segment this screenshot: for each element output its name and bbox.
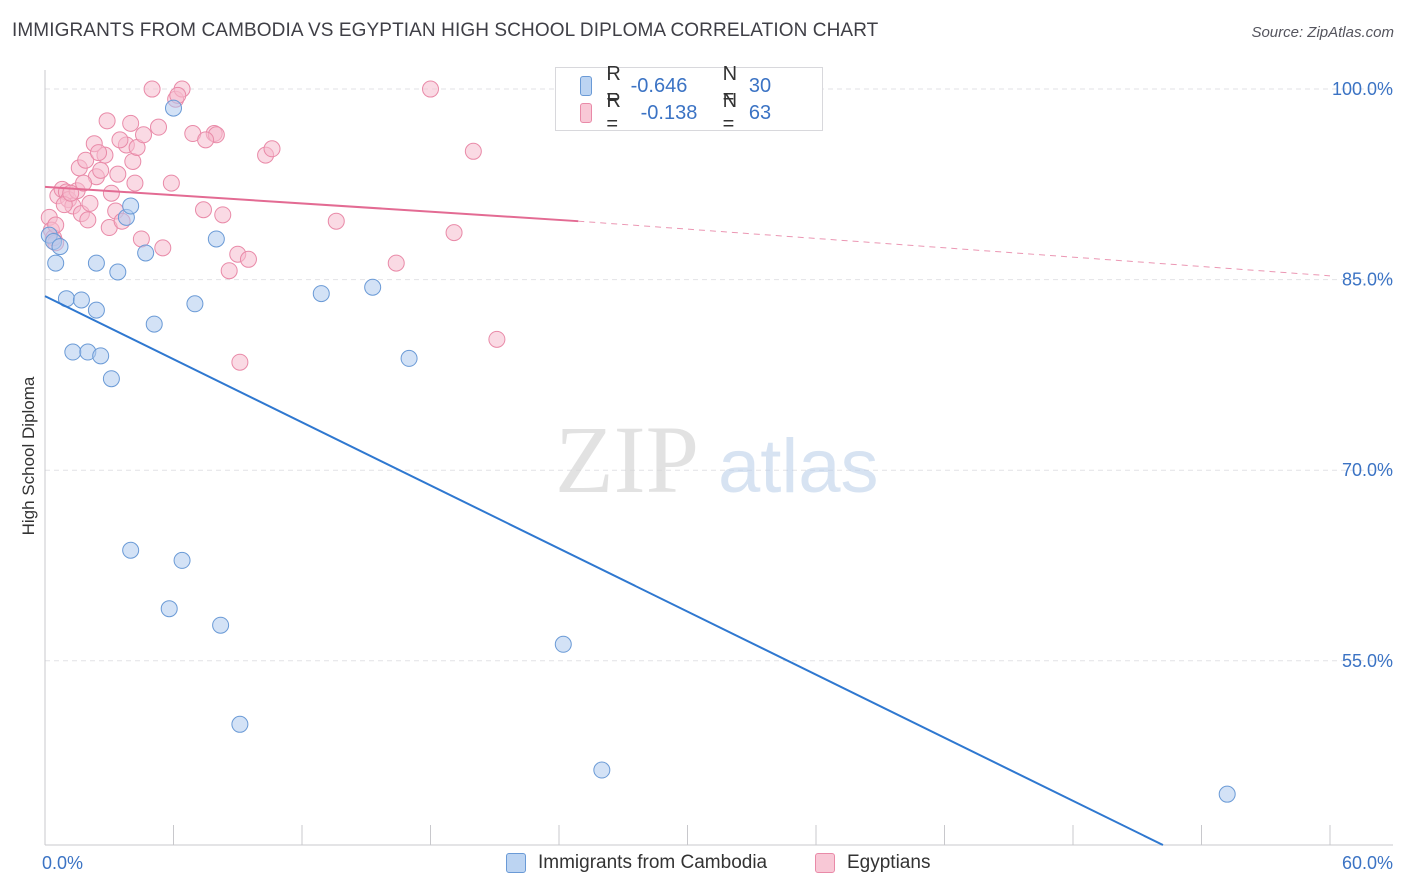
egyptian-point <box>143 80 161 98</box>
cambodia-point <box>137 244 155 262</box>
watermark-zip: ZIP <box>555 406 699 513</box>
cambodia-point <box>102 370 120 388</box>
cambodia-point <box>145 315 163 333</box>
egyptian-point <box>422 80 439 98</box>
egyptian-point <box>220 262 238 280</box>
cambodia-point <box>554 635 572 653</box>
n-label: N = <box>722 90 738 135</box>
egyptian-point <box>327 212 345 230</box>
y-tick-label: 55.0% <box>1342 651 1393 671</box>
cambodia-legend-swatch <box>506 853 526 873</box>
correlation-legend: R = -0.646 N = 30 R = -0.138 N = 63 <box>555 63 823 135</box>
egyptian-point <box>102 184 120 202</box>
cambodia-point <box>207 230 225 248</box>
cambodia-point <box>122 541 140 559</box>
cambodia-point <box>593 761 611 779</box>
egyptian-point <box>214 206 232 224</box>
legend-row-cambodia: R = -0.646 N = 30 <box>580 63 827 108</box>
points-layer <box>40 80 1236 803</box>
egyptian-point <box>79 211 97 229</box>
egyptian-point <box>122 114 140 132</box>
cambodia-point <box>165 99 182 117</box>
egyptian-point <box>387 254 405 272</box>
cambodia-point <box>72 291 90 309</box>
egyptian-point <box>92 161 110 179</box>
y-axis-label: High School Diploma <box>19 376 38 535</box>
cambodia-point <box>186 295 204 313</box>
cambodia-swatch <box>580 76 593 96</box>
egyptian-point <box>109 165 127 183</box>
series-legend: Immigrants from Cambodia Egyptians <box>0 850 1406 880</box>
egyptian-point <box>263 140 281 158</box>
legend-row-egyptians: R = -0.138 N = 63 <box>580 90 827 135</box>
cambodia-point <box>92 347 110 365</box>
egyptian-point <box>197 131 215 149</box>
r-value: -0.138 <box>640 101 698 124</box>
axis-layer: 100.0% 85.0% 70.0% 55.0% 0.0% 60.0% <box>42 70 1393 873</box>
egyptian-point <box>445 224 463 242</box>
cambodia-legend-label: Immigrants from Cambodia <box>538 852 768 873</box>
egyptian-point <box>126 174 144 192</box>
egyptian-point <box>77 151 95 169</box>
chart-title: IMMIGRANTS FROM CAMBODIA VS EGYPTIAN HIG… <box>12 20 879 41</box>
cambodia-point <box>160 600 178 618</box>
cambodia-point <box>1218 785 1236 803</box>
egyptian-point <box>81 194 99 212</box>
r-label: R = <box>606 90 621 135</box>
egyptian-point <box>162 174 180 192</box>
cambodia-trend-line <box>44 295 1164 846</box>
egyptians-legend-swatch <box>815 853 835 873</box>
legend-item-cambodia[interactable]: Immigrants from Cambodia <box>506 852 767 874</box>
cambodia-point <box>364 278 382 296</box>
cambodia-point <box>64 343 82 361</box>
egyptian-point <box>90 144 108 162</box>
cambodia-point <box>173 551 191 569</box>
x-tick-label: 0.0% <box>42 853 83 873</box>
y-tick-label: 100.0% <box>1332 79 1393 99</box>
trend-layer <box>44 185 1331 846</box>
egyptian-point <box>154 239 172 257</box>
cambodia-point <box>109 263 127 281</box>
x-tick-label: 60.0% <box>1342 853 1393 873</box>
y-tick-label: 70.0% <box>1342 460 1393 480</box>
n-label: N = <box>722 63 738 108</box>
n-value: 30 <box>748 74 772 97</box>
r-value: -0.646 <box>630 74 688 97</box>
egyptian-point <box>75 174 93 192</box>
egyptians-trend-extension <box>578 220 1331 277</box>
watermark-atlas: atlas <box>718 424 879 509</box>
cambodia-point <box>87 254 105 272</box>
egyptian-point <box>488 330 506 348</box>
legend-item-egyptians[interactable]: Egyptians <box>815 852 930 874</box>
egyptian-point <box>98 112 116 130</box>
egyptian-point <box>111 131 129 149</box>
egyptian-point <box>464 142 482 160</box>
cambodia-point <box>400 349 418 367</box>
cambodia-point <box>87 301 105 319</box>
egyptian-point <box>239 250 257 268</box>
egyptian-point <box>135 126 153 144</box>
cambodia-point <box>51 238 69 256</box>
cambodia-point <box>231 715 249 733</box>
source-label: Source: ZipAtlas.com <box>1251 24 1394 41</box>
egyptians-swatch <box>580 103 593 123</box>
egyptians-legend-label: Egyptians <box>847 852 931 873</box>
cambodia-point <box>47 254 65 272</box>
n-value: 63 <box>748 101 772 124</box>
cambodia-point <box>122 197 140 215</box>
r-label: R = <box>606 63 621 108</box>
cambodia-point <box>312 285 330 303</box>
egyptian-point <box>150 118 168 136</box>
cambodia-point <box>212 616 230 634</box>
y-tick-label: 85.0% <box>1342 270 1393 290</box>
egyptians-trend-line <box>44 185 579 223</box>
egyptian-point <box>194 201 212 219</box>
grid-layer <box>45 88 1393 662</box>
egyptian-point <box>231 353 249 371</box>
